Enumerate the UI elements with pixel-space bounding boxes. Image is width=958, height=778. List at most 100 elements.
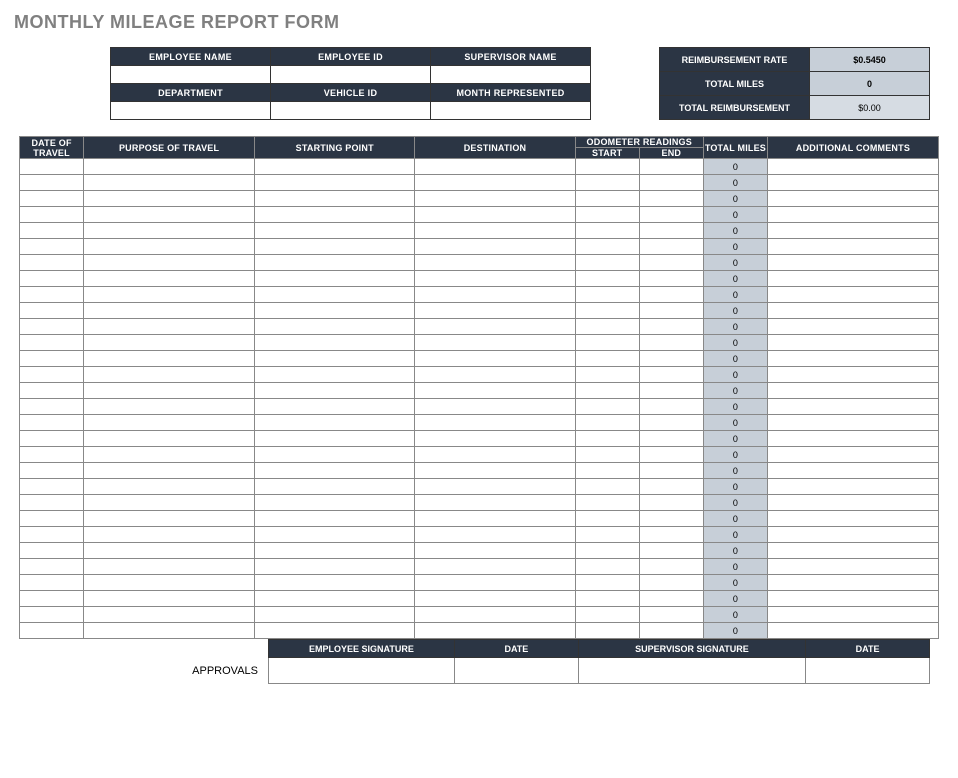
- table-cell[interactable]: [255, 383, 415, 399]
- table-cell[interactable]: [639, 367, 703, 383]
- table-cell[interactable]: [20, 527, 84, 543]
- table-cell[interactable]: [639, 191, 703, 207]
- table-cell[interactable]: [255, 255, 415, 271]
- table-cell[interactable]: [767, 287, 938, 303]
- table-cell[interactable]: [415, 575, 575, 591]
- table-cell[interactable]: [767, 335, 938, 351]
- table-cell[interactable]: [84, 559, 255, 575]
- table-cell[interactable]: [415, 303, 575, 319]
- table-cell[interactable]: [639, 463, 703, 479]
- table-cell[interactable]: [639, 511, 703, 527]
- table-cell[interactable]: [767, 511, 938, 527]
- table-cell[interactable]: [255, 191, 415, 207]
- table-cell[interactable]: [415, 159, 575, 175]
- table-cell[interactable]: [20, 223, 84, 239]
- supervisor-name-input[interactable]: [431, 66, 591, 84]
- table-cell[interactable]: [20, 495, 84, 511]
- table-cell[interactable]: [639, 271, 703, 287]
- table-cell[interactable]: [767, 607, 938, 623]
- table-cell[interactable]: [20, 271, 84, 287]
- employee-name-input[interactable]: [111, 66, 271, 84]
- table-cell[interactable]: [575, 447, 639, 463]
- table-cell[interactable]: [575, 431, 639, 447]
- table-cell[interactable]: [84, 287, 255, 303]
- table-cell[interactable]: [767, 495, 938, 511]
- table-cell[interactable]: [415, 207, 575, 223]
- table-cell[interactable]: [20, 415, 84, 431]
- table-cell[interactable]: [84, 191, 255, 207]
- table-cell[interactable]: [255, 495, 415, 511]
- table-cell[interactable]: [84, 255, 255, 271]
- table-cell[interactable]: [20, 319, 84, 335]
- table-cell[interactable]: [20, 191, 84, 207]
- table-cell[interactable]: [84, 335, 255, 351]
- table-cell[interactable]: [255, 463, 415, 479]
- table-cell[interactable]: [20, 479, 84, 495]
- table-cell[interactable]: [639, 607, 703, 623]
- table-cell[interactable]: [575, 223, 639, 239]
- table-cell[interactable]: [255, 527, 415, 543]
- table-cell[interactable]: [255, 623, 415, 639]
- table-cell[interactable]: [415, 415, 575, 431]
- table-cell[interactable]: [255, 431, 415, 447]
- table-cell[interactable]: [767, 575, 938, 591]
- table-cell[interactable]: [84, 623, 255, 639]
- table-cell[interactable]: [255, 479, 415, 495]
- table-cell[interactable]: [84, 159, 255, 175]
- table-cell[interactable]: [20, 383, 84, 399]
- table-cell[interactable]: [20, 175, 84, 191]
- table-cell[interactable]: [255, 335, 415, 351]
- table-cell[interactable]: [415, 335, 575, 351]
- vehicle-id-input[interactable]: [271, 102, 431, 120]
- table-cell[interactable]: [415, 463, 575, 479]
- table-cell[interactable]: [639, 431, 703, 447]
- table-cell[interactable]: [84, 511, 255, 527]
- table-cell[interactable]: [575, 527, 639, 543]
- table-cell[interactable]: [84, 575, 255, 591]
- table-cell[interactable]: [84, 351, 255, 367]
- table-cell[interactable]: [415, 271, 575, 287]
- table-cell[interactable]: [20, 207, 84, 223]
- table-cell[interactable]: [415, 175, 575, 191]
- table-cell[interactable]: [20, 239, 84, 255]
- table-cell[interactable]: [767, 415, 938, 431]
- table-cell[interactable]: [84, 415, 255, 431]
- table-cell[interactable]: [415, 239, 575, 255]
- table-cell[interactable]: [20, 255, 84, 271]
- table-cell[interactable]: [575, 415, 639, 431]
- table-cell[interactable]: [767, 527, 938, 543]
- table-cell[interactable]: [575, 239, 639, 255]
- table-cell[interactable]: [84, 223, 255, 239]
- table-cell[interactable]: [639, 351, 703, 367]
- table-cell[interactable]: [575, 463, 639, 479]
- table-cell[interactable]: [255, 287, 415, 303]
- table-cell[interactable]: [575, 591, 639, 607]
- table-cell[interactable]: [639, 159, 703, 175]
- table-cell[interactable]: [639, 319, 703, 335]
- table-cell[interactable]: [639, 415, 703, 431]
- table-cell[interactable]: [20, 159, 84, 175]
- table-cell[interactable]: [255, 399, 415, 415]
- table-cell[interactable]: [255, 367, 415, 383]
- table-cell[interactable]: [639, 591, 703, 607]
- table-cell[interactable]: [767, 255, 938, 271]
- table-cell[interactable]: [415, 543, 575, 559]
- table-cell[interactable]: [639, 479, 703, 495]
- table-cell[interactable]: [639, 335, 703, 351]
- table-cell[interactable]: [255, 271, 415, 287]
- table-cell[interactable]: [415, 495, 575, 511]
- table-cell[interactable]: [255, 303, 415, 319]
- table-cell[interactable]: [767, 351, 938, 367]
- table-cell[interactable]: [575, 479, 639, 495]
- table-cell[interactable]: [20, 511, 84, 527]
- table-cell[interactable]: [767, 447, 938, 463]
- table-cell[interactable]: [639, 623, 703, 639]
- table-cell[interactable]: [639, 559, 703, 575]
- table-cell[interactable]: [84, 447, 255, 463]
- table-cell[interactable]: [767, 271, 938, 287]
- signature-date1-input[interactable]: [454, 658, 578, 684]
- table-cell[interactable]: [415, 383, 575, 399]
- table-cell[interactable]: [415, 623, 575, 639]
- table-cell[interactable]: [767, 383, 938, 399]
- table-cell[interactable]: [20, 623, 84, 639]
